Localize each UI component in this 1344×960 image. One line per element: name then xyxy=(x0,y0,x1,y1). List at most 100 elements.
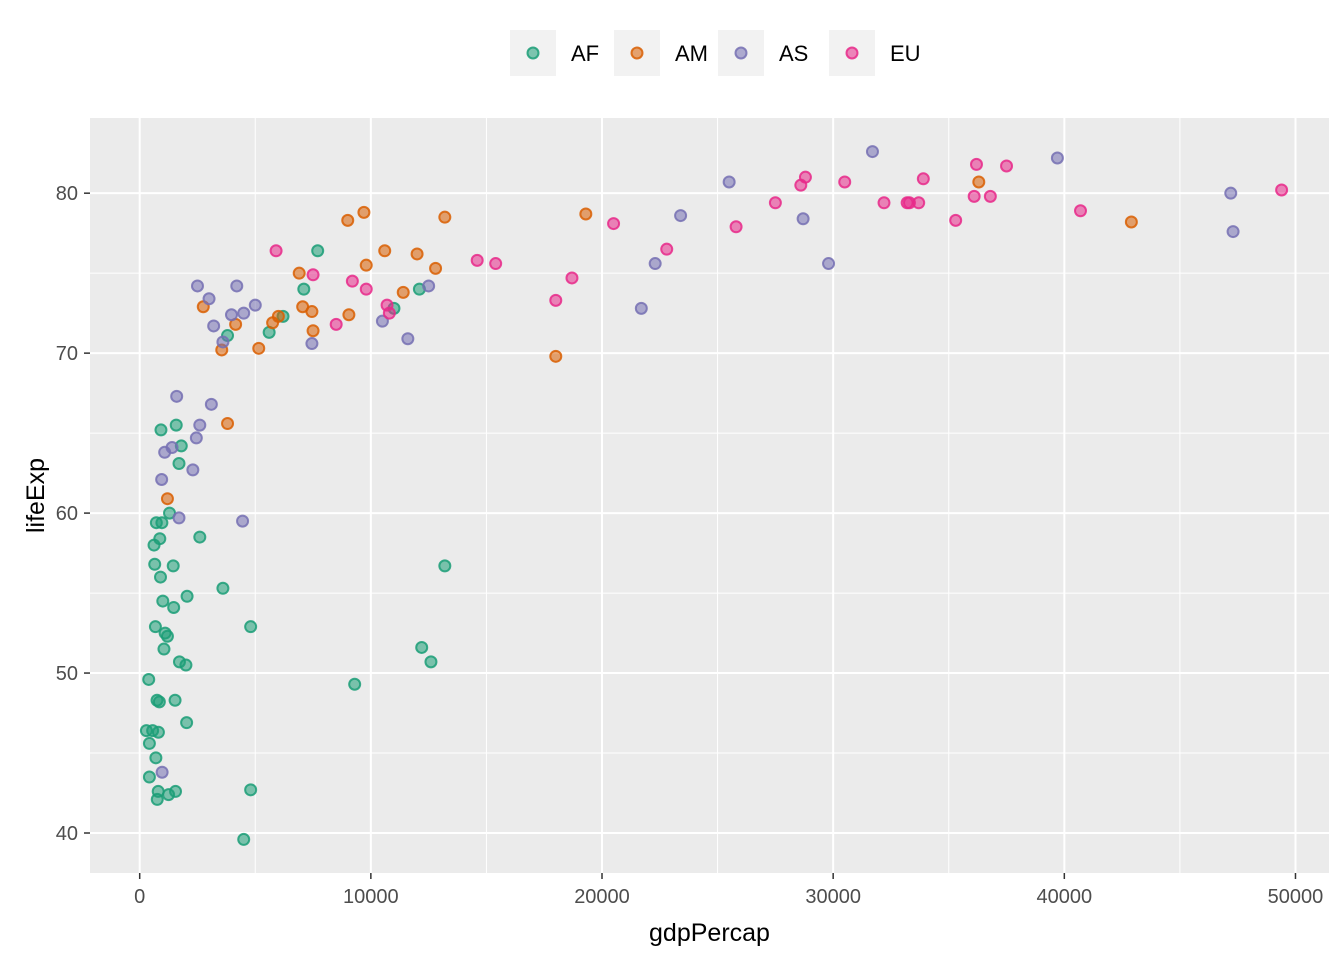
data-point xyxy=(422,279,436,293)
data-point xyxy=(305,337,319,351)
legend-label: EU xyxy=(890,41,921,66)
data-point xyxy=(167,600,181,614)
data-point xyxy=(155,473,169,487)
data-point xyxy=(415,640,429,654)
data-point xyxy=(189,431,203,445)
data-point xyxy=(796,212,810,226)
x-tick-label: 30000 xyxy=(805,886,861,908)
data-point xyxy=(798,170,812,184)
data-point xyxy=(674,209,688,223)
legend-item-am: AM xyxy=(614,30,708,76)
data-point xyxy=(424,655,438,669)
data-point xyxy=(193,530,207,544)
y-axis-title: lifeExp xyxy=(22,458,50,533)
data-point xyxy=(549,349,563,363)
data-point xyxy=(378,244,392,258)
data-point xyxy=(179,658,193,672)
series-eu xyxy=(269,157,1289,331)
plot-panel xyxy=(90,118,1329,873)
series-am xyxy=(160,175,1138,506)
data-point xyxy=(972,175,986,189)
data-point xyxy=(1074,204,1088,218)
data-point xyxy=(244,783,258,797)
data-point xyxy=(410,247,424,261)
legend-item-eu: EU xyxy=(829,30,921,76)
legend-label: AS xyxy=(779,41,808,66)
data-point xyxy=(396,285,410,299)
data-point xyxy=(983,189,997,203)
data-point xyxy=(967,189,981,203)
data-point xyxy=(438,559,452,573)
data-point xyxy=(565,271,579,285)
data-point xyxy=(151,725,165,739)
legend-marker xyxy=(845,46,859,60)
data-point xyxy=(193,418,207,432)
y-tick-label: 50 xyxy=(56,663,78,685)
x-tick-label: 50000 xyxy=(1268,886,1324,908)
data-point xyxy=(329,317,343,331)
y-tick-label: 80 xyxy=(56,183,78,205)
data-point xyxy=(180,589,194,603)
data-point xyxy=(375,314,389,328)
series-as xyxy=(155,145,1240,779)
data-point xyxy=(155,765,169,779)
data-point xyxy=(236,514,250,528)
data-point xyxy=(153,532,167,546)
data-point xyxy=(969,157,983,171)
legend: AF AM AS EU xyxy=(510,30,921,76)
data-point xyxy=(156,594,170,608)
x-tick-label: 0 xyxy=(134,886,145,908)
data-point xyxy=(148,557,162,571)
data-point xyxy=(155,516,169,530)
data-point xyxy=(297,282,311,296)
data-point xyxy=(180,716,194,730)
data-point xyxy=(357,205,371,219)
data-point xyxy=(348,677,362,691)
data-point xyxy=(142,672,156,686)
data-point xyxy=(1050,151,1064,165)
data-point xyxy=(172,457,186,471)
major-gridlines xyxy=(90,118,1329,873)
data-point xyxy=(244,620,258,634)
data-point xyxy=(311,244,325,258)
data-point xyxy=(382,306,396,320)
data-point xyxy=(634,301,648,315)
data-point xyxy=(165,441,179,455)
data-point xyxy=(202,292,216,306)
data-point xyxy=(438,210,452,224)
legend-label: AF xyxy=(571,41,599,66)
data-point xyxy=(252,341,266,355)
legend-label: AM xyxy=(675,41,708,66)
data-point xyxy=(660,242,674,256)
data-point xyxy=(169,418,183,432)
data-point xyxy=(237,832,251,846)
data-point xyxy=(401,332,415,346)
x-axis: 0 10000 20000 30000 40000 50000 xyxy=(134,873,1323,908)
data-point xyxy=(306,268,320,282)
data-point xyxy=(359,282,373,296)
y-tick-label: 60 xyxy=(56,503,78,525)
data-point xyxy=(216,335,230,349)
data-point xyxy=(838,175,852,189)
legend-marker xyxy=(630,46,644,60)
data-point xyxy=(648,257,662,271)
data-point xyxy=(271,309,285,323)
data-point xyxy=(207,319,221,333)
data-point xyxy=(1275,183,1289,197)
data-point xyxy=(345,274,359,288)
data-point xyxy=(230,279,244,293)
data-point xyxy=(292,266,306,280)
x-tick-label: 10000 xyxy=(343,886,399,908)
legend-item-af: AF xyxy=(510,30,599,76)
y-tick-label: 40 xyxy=(56,823,78,845)
data-point xyxy=(341,213,355,227)
data-point xyxy=(822,257,836,271)
data-points xyxy=(139,145,1289,846)
data-point xyxy=(549,293,563,307)
data-point xyxy=(216,581,230,595)
data-point xyxy=(154,570,168,584)
data-point xyxy=(916,172,930,186)
data-point xyxy=(157,642,171,656)
data-point xyxy=(949,213,963,227)
